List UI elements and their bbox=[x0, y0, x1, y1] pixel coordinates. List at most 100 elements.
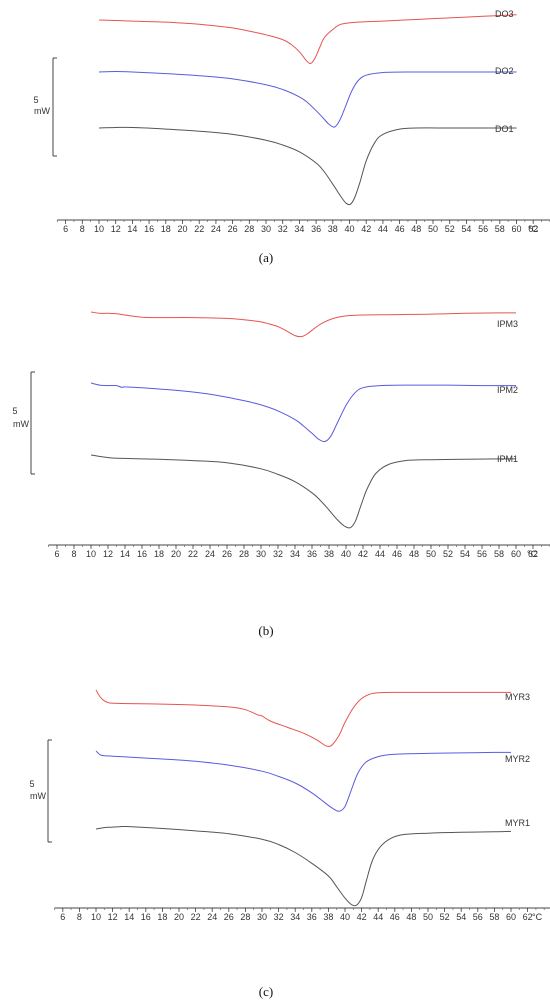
x-tick-label: 8 bbox=[80, 224, 85, 234]
x-tick-label: 6 bbox=[63, 224, 68, 234]
x-tick-label: 14 bbox=[124, 912, 134, 922]
x-tick-label: 28 bbox=[239, 549, 249, 559]
x-tick-label: 8 bbox=[71, 549, 76, 559]
series-line-ipm3 bbox=[90, 311, 517, 338]
scale-unit: mW bbox=[34, 106, 50, 116]
series-line-do1 bbox=[98, 126, 517, 206]
x-tick-label: 20 bbox=[174, 912, 184, 922]
x-tick-label: 62 bbox=[523, 912, 533, 922]
x-tick-label: 18 bbox=[161, 224, 171, 234]
panel-a-series-labels: DO3 DO2 DO1 bbox=[495, 9, 514, 134]
panel-a-caption: (a) bbox=[259, 250, 273, 265]
x-tick-label: 52 bbox=[445, 224, 455, 234]
x-tick-label: 56 bbox=[473, 912, 483, 922]
panel-c-caption: (c) bbox=[259, 984, 273, 999]
x-tick-label: 42 bbox=[361, 224, 371, 234]
x-tick-label: 54 bbox=[456, 912, 466, 922]
x-tick-label: 38 bbox=[323, 912, 333, 922]
panel-b-scale-bar: 5 mW bbox=[12, 371, 35, 475]
x-tick-label: 12 bbox=[103, 549, 113, 559]
x-tick-label: 42 bbox=[358, 549, 368, 559]
panel-b-caption: (b) bbox=[258, 623, 273, 638]
panel-b-series-labels: IPM3 IPM2 IPM1 bbox=[497, 319, 518, 464]
scale-unit: mW bbox=[30, 791, 46, 801]
series-line-myr2 bbox=[95, 750, 512, 812]
x-tick-label: 48 bbox=[411, 224, 421, 234]
x-tick-label: 16 bbox=[144, 224, 154, 234]
x-tick-label: 30 bbox=[257, 912, 267, 922]
panel-b: IPM3 IPM2 IPM1 5 mW 6 8 10 12 14 16 18 20 22 24 26 28… bbox=[12, 311, 550, 638]
panel-c-scale-bar: 5 mW bbox=[29, 739, 52, 843]
x-tick-label: 24 bbox=[207, 912, 217, 922]
panel-c-series-labels: MYR3 MYR2 MYR1 bbox=[505, 692, 530, 828]
x-tick-label: 46 bbox=[392, 549, 402, 559]
x-tick-label: 34 bbox=[290, 912, 300, 922]
x-tick-label: 22 bbox=[194, 224, 204, 234]
x-tick-label: 40 bbox=[340, 912, 350, 922]
x-tick-label: 54 bbox=[461, 224, 471, 234]
panel-a-scale-bar: 5 mW bbox=[33, 57, 57, 157]
scale-value: 5 bbox=[33, 95, 38, 105]
x-tick-label: 60 bbox=[511, 224, 521, 234]
x-tick-label: 34 bbox=[294, 224, 304, 234]
series-label-do2: DO2 bbox=[495, 66, 514, 76]
panel-c: MYR3 MYR2 MYR1 5 mW 6 8 10 12 14 16 18 20 22 24 26 28… bbox=[29, 689, 550, 999]
x-tick-label: 52 bbox=[443, 549, 453, 559]
x-tick-label: 26 bbox=[224, 912, 234, 922]
x-tick-label: 14 bbox=[120, 549, 130, 559]
series-label-myr3: MYR3 bbox=[505, 692, 530, 702]
x-tick-label: 30 bbox=[261, 224, 271, 234]
x-tick-label: 42 bbox=[357, 912, 367, 922]
panel-c-curves bbox=[95, 689, 512, 907]
series-line-ipm2 bbox=[90, 382, 517, 443]
x-tick-label: 18 bbox=[154, 549, 164, 559]
x-tick-label: 10 bbox=[86, 549, 96, 559]
x-tick-label: 44 bbox=[378, 224, 388, 234]
x-tick-label: 14 bbox=[127, 224, 137, 234]
x-tick-label: 8 bbox=[77, 912, 82, 922]
x-tick-label: 6 bbox=[54, 549, 59, 559]
series-line-do3 bbox=[98, 14, 517, 64]
x-tick-label: 60 bbox=[506, 912, 516, 922]
x-tick-label: 12 bbox=[108, 912, 118, 922]
x-tick-label: 24 bbox=[205, 549, 215, 559]
x-tick-label: 32 bbox=[273, 549, 283, 559]
x-tick-label: 28 bbox=[240, 912, 250, 922]
series-line-myr1 bbox=[95, 825, 512, 907]
x-tick-label: 6 bbox=[60, 912, 65, 922]
x-tick-label: 62 bbox=[528, 224, 538, 234]
panel-c-x-axis: 6 8 10 12 14 16 18 20 22 24 26 28 30 32 34 36 38 40 42 44 46… bbox=[54, 907, 550, 922]
x-tick-label: 62 bbox=[528, 549, 538, 559]
x-tick-label: 48 bbox=[409, 549, 419, 559]
series-label-myr2: MYR2 bbox=[505, 754, 530, 764]
x-tick-label: 34 bbox=[290, 549, 300, 559]
x-tick-label: 10 bbox=[94, 224, 104, 234]
x-tick-label: 40 bbox=[344, 224, 354, 234]
series-label-ipm3: IPM3 bbox=[497, 319, 518, 329]
panel-b-x-axis: 6 8 10 12 14 16 18 20 22 24 26 28 30 32 34 36 38 40 42 44 46… bbox=[48, 544, 550, 559]
x-tick-label: 58 bbox=[494, 549, 504, 559]
panel-a: DO3 DO2 DO1 5 mW 6 8 10 12 14 16 18 20 22 24 26 28 30 3… bbox=[33, 9, 550, 265]
x-tick-label: 12 bbox=[111, 224, 121, 234]
x-tick-label: 26 bbox=[222, 549, 232, 559]
x-tick-label: 46 bbox=[395, 224, 405, 234]
x-tick-label: 22 bbox=[188, 549, 198, 559]
series-line-myr3 bbox=[95, 689, 511, 747]
x-tick-label: 52 bbox=[440, 912, 450, 922]
x-tick-label: 48 bbox=[406, 912, 416, 922]
x-tick-label: 44 bbox=[375, 549, 385, 559]
x-tick-label: 60 bbox=[511, 549, 521, 559]
series-label-do3: DO3 bbox=[495, 9, 514, 19]
x-tick-label: 46 bbox=[390, 912, 400, 922]
x-tick-label: 36 bbox=[307, 912, 317, 922]
x-tick-label: 18 bbox=[157, 912, 167, 922]
x-tick-label: 38 bbox=[328, 224, 338, 234]
x-tick-label: 54 bbox=[460, 549, 470, 559]
x-tick-label: 36 bbox=[307, 549, 317, 559]
series-label-myr1: MYR1 bbox=[505, 818, 530, 828]
x-tick-label: 26 bbox=[228, 224, 238, 234]
x-tick-label: 36 bbox=[311, 224, 321, 234]
x-tick-label: 58 bbox=[489, 912, 499, 922]
panel-b-curves bbox=[90, 311, 517, 529]
